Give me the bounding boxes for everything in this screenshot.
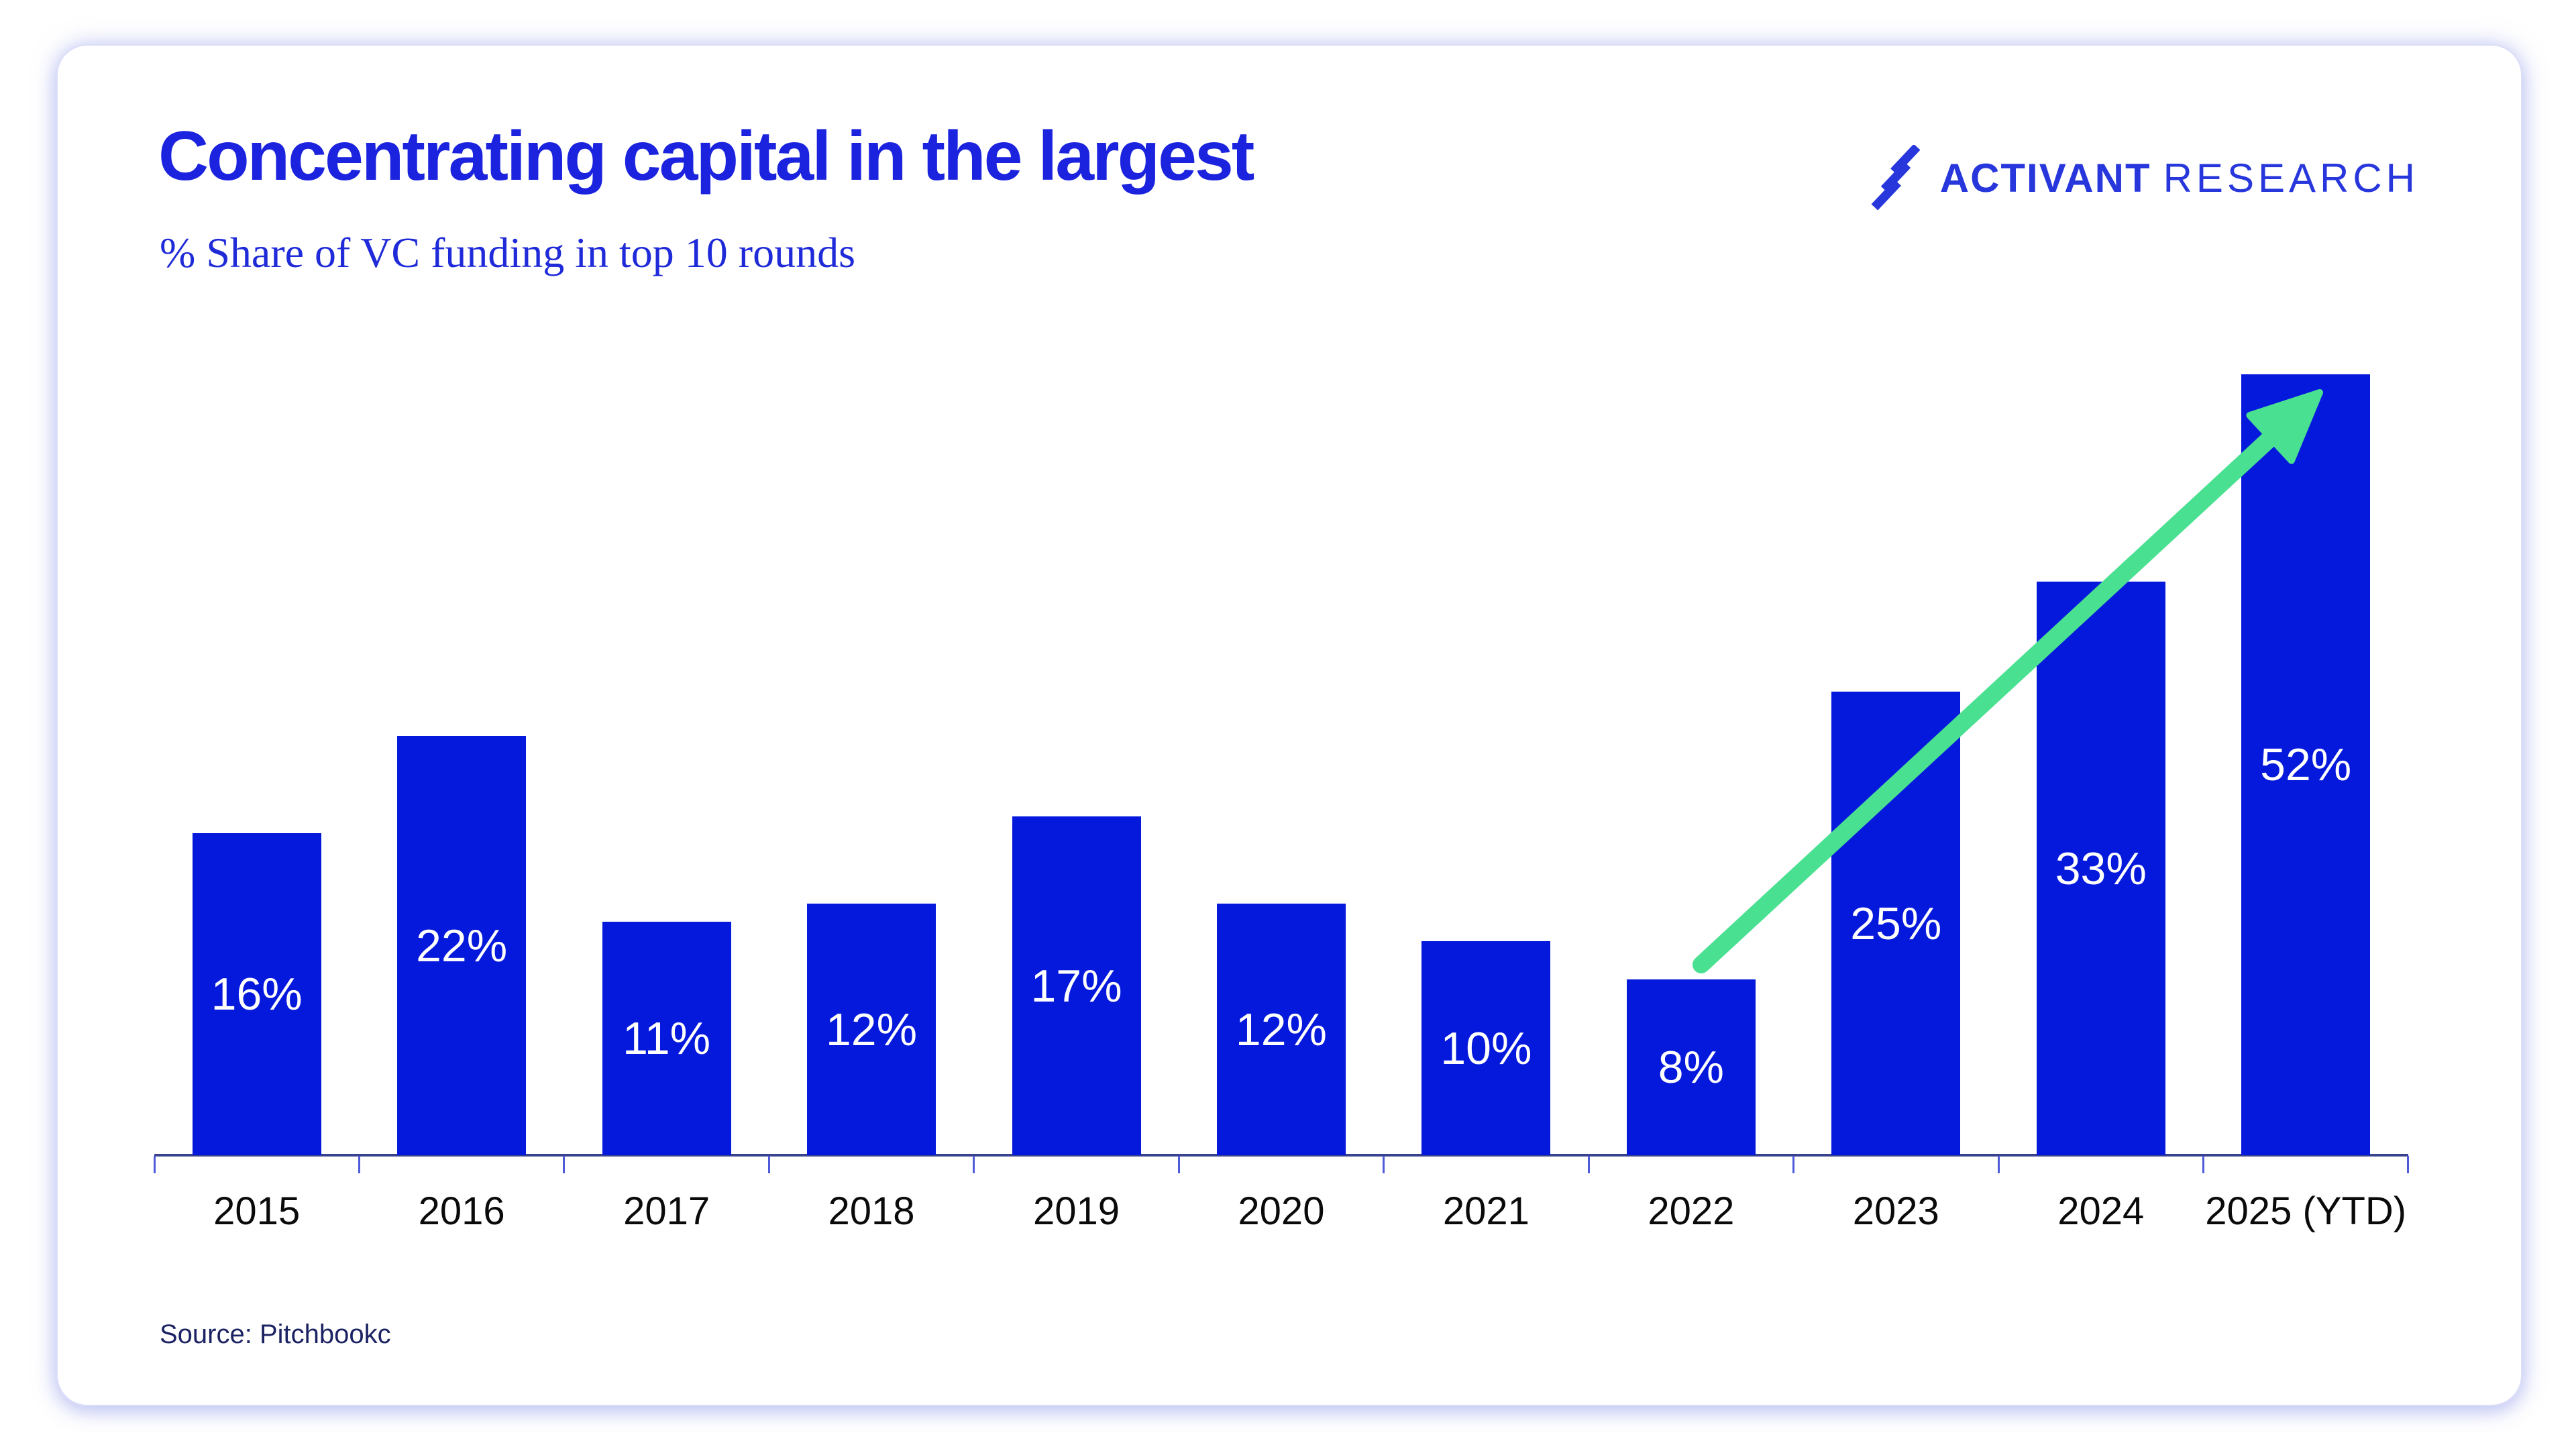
bar-2020: 12% — [1216, 904, 1346, 1155]
x-axis-label-2022: 2022 — [1648, 1189, 1735, 1233]
bar-2023: 25% — [1831, 692, 1961, 1155]
x-axis-tick — [1792, 1156, 1795, 1173]
x-axis-tick — [767, 1156, 770, 1173]
source-note: Source: Pitchbookc — [160, 1320, 391, 1349]
bar-value-label: 11% — [623, 1013, 711, 1064]
x-axis-label-2015: 2015 — [213, 1189, 301, 1233]
bar-2025: 52% — [2241, 374, 2371, 1155]
bar-value-label: 22% — [416, 920, 508, 971]
logo-wordmark: ACTIVANT RESEARCH — [1940, 155, 2419, 201]
x-axis-label-2024: 2024 — [2057, 1189, 2145, 1233]
x-axis-tick — [358, 1156, 360, 1173]
bar-2021: 10% — [1421, 941, 1551, 1155]
x-axis-tick — [2202, 1156, 2204, 1173]
bar-value-label: 33% — [2055, 843, 2147, 894]
x-axis-tick — [1177, 1156, 1180, 1173]
x-axis-tick — [973, 1156, 975, 1173]
x-axis-label-2020: 2020 — [1238, 1189, 1325, 1233]
chart-title: Concentrating capital in the largest — [158, 117, 1254, 195]
bar-2015: 16% — [192, 833, 321, 1155]
bar-2019: 17% — [1012, 816, 1141, 1155]
bar-value-label: 52% — [2260, 739, 2352, 790]
x-axis-tick — [1997, 1156, 2000, 1173]
x-axis-line — [154, 1154, 2408, 1157]
bar-2022: 8% — [1626, 979, 1756, 1155]
bar-value-label: 17% — [1030, 960, 1122, 1012]
bar-value-label: 10% — [1440, 1022, 1532, 1074]
bar-2024: 33% — [2036, 582, 2165, 1155]
logo-brand-light: RESEARCH — [2163, 155, 2419, 201]
bar-value-label: 16% — [211, 969, 303, 1020]
x-axis-label-2016: 2016 — [418, 1189, 505, 1233]
x-axis-label-2021: 2021 — [1442, 1189, 1529, 1233]
bar-2016: 22% — [397, 736, 527, 1155]
bar-value-label: 12% — [825, 1004, 918, 1055]
activant-research-logo: ACTIVANT RESEARCH — [1869, 145, 2419, 211]
x-axis-tick — [563, 1156, 566, 1173]
bar-value-label: 8% — [1658, 1042, 1724, 1093]
bar-2017: 11% — [602, 922, 731, 1155]
x-axis-label-2023: 2023 — [1852, 1189, 1939, 1233]
chart-subtitle: % Share of VC funding in top 10 rounds — [160, 229, 855, 276]
x-axis-tick — [2407, 1156, 2410, 1173]
x-axis-label-2025: 2025 (YTD) — [2205, 1189, 2407, 1233]
three-diagonal-stripes-icon — [1871, 145, 1921, 211]
x-axis-label-2019: 2019 — [1032, 1189, 1120, 1233]
bar-value-label: 25% — [1850, 898, 1942, 949]
bar-2018: 12% — [807, 904, 936, 1155]
logo-brand-bold: ACTIVANT — [1939, 155, 2151, 201]
bar-value-label: 12% — [1235, 1004, 1327, 1055]
x-axis-tick — [153, 1156, 156, 1173]
x-axis-label-2017: 2017 — [623, 1189, 710, 1233]
x-axis-tick — [1587, 1156, 1590, 1173]
x-axis-label-2018: 2018 — [828, 1189, 915, 1233]
x-axis-tick — [1383, 1156, 1385, 1173]
